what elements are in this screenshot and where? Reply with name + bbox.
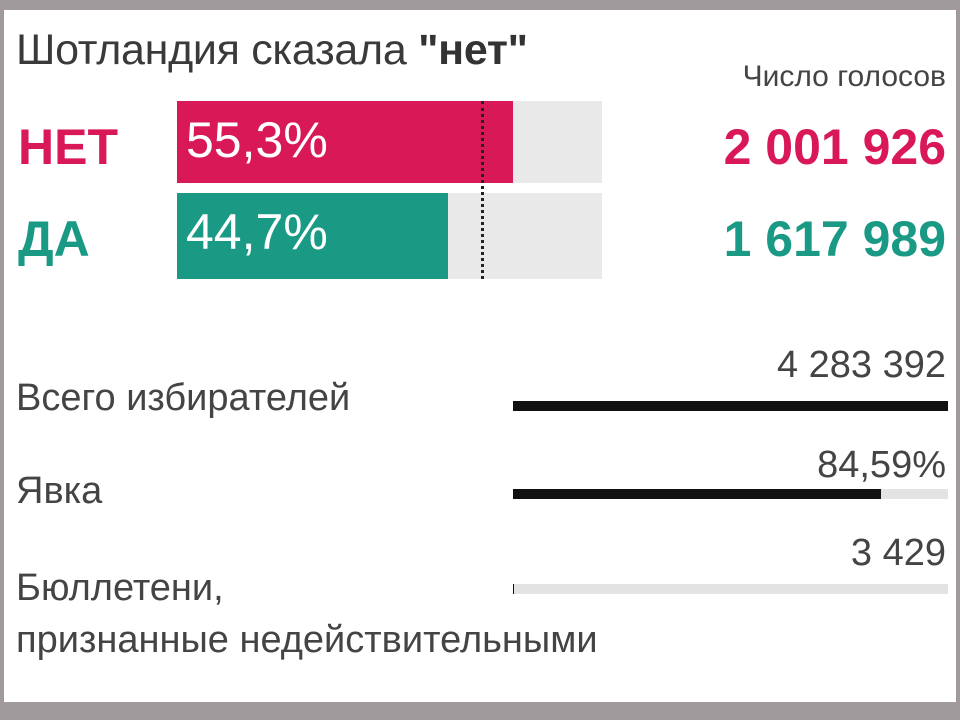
bar-no — [177, 101, 513, 183]
frame-bottom — [0, 702, 960, 720]
stat-label-total-voters: Всего избирателей — [16, 377, 351, 419]
stat-label-invalid-ballots: Бюллетени, признанные недействительными — [16, 562, 598, 666]
votes-column-header: Число голосов — [742, 60, 946, 93]
bar-yes — [177, 193, 449, 279]
chart-title: Шотландия сказала "нет" — [16, 26, 528, 75]
stat-value-turnout: 84,59% — [817, 444, 946, 486]
stat-label-turnout: Явка — [16, 470, 103, 512]
bar-track-yes: 44,7% — [177, 193, 602, 279]
votes-yes: 1 617 989 — [723, 211, 946, 267]
stat-value-invalid-ballots: 3 429 — [850, 532, 946, 574]
bar-label-no: 55,3% — [186, 112, 328, 168]
stat-bar-track-turnout — [513, 489, 948, 499]
bar-label-yes: 44,7% — [186, 204, 328, 260]
title-accent: "нет" — [418, 26, 528, 74]
frame-right — [956, 0, 960, 720]
stat-bar-track-total-voters — [513, 401, 948, 411]
bar-track-no: 55,3% — [177, 101, 602, 183]
frame-left — [0, 0, 4, 720]
category-label-yes: ДА — [18, 211, 90, 267]
votes-no: 2 001 926 — [723, 119, 946, 175]
stat-bar-turnout — [513, 489, 881, 499]
stat-bar-track-invalid-ballots — [513, 584, 948, 594]
stat-label-invalid-line1: Бюллетени, — [16, 567, 224, 609]
majority-reference-line — [480, 101, 484, 279]
frame-top — [0, 0, 960, 10]
title-text: Шотландия сказала — [16, 26, 419, 74]
stat-value-total-voters: 4 283 392 — [776, 344, 946, 386]
category-label-no: НЕТ — [18, 119, 118, 175]
stat-label-invalid-line2: признанные недействительными — [16, 619, 598, 661]
stat-bar-total-voters — [513, 401, 948, 411]
